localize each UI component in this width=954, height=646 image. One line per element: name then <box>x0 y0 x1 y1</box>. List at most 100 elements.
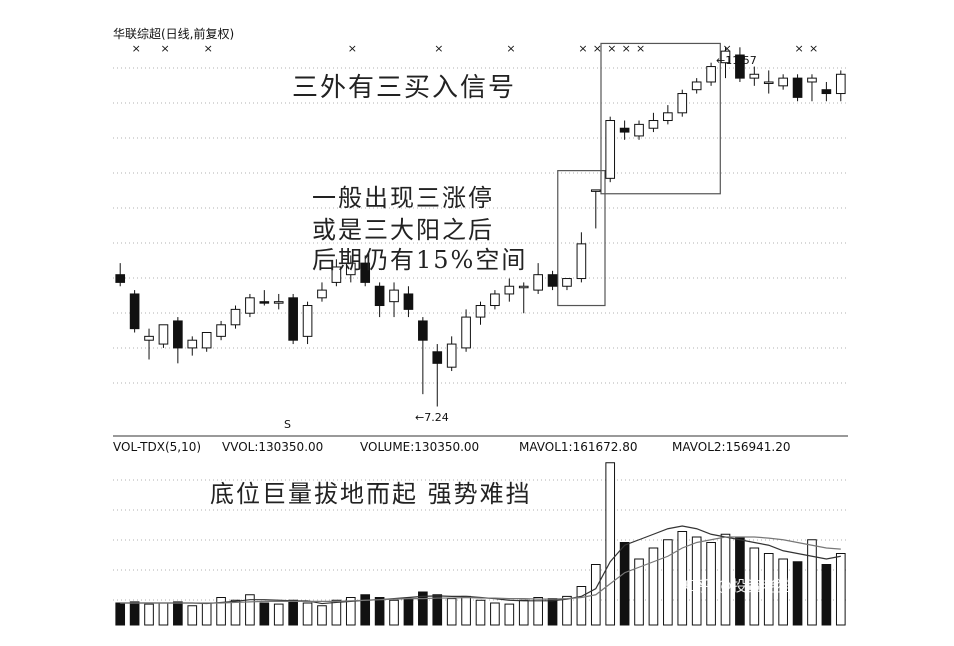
volume-bar <box>490 602 500 626</box>
volume-bar <box>259 602 270 626</box>
candle <box>302 301 313 345</box>
volume-bar <box>792 561 803 626</box>
candle <box>590 189 601 229</box>
volume-bar <box>475 599 486 626</box>
candle <box>216 320 226 341</box>
volume-bar <box>807 539 817 626</box>
candle <box>461 309 471 352</box>
candle <box>432 344 443 407</box>
volume-bar <box>504 603 515 626</box>
volume-bar <box>691 536 702 626</box>
candle-body <box>533 274 543 291</box>
volume-bar <box>187 605 198 626</box>
volume-bar <box>331 599 342 626</box>
volume-bar <box>821 564 832 626</box>
candle <box>345 255 356 283</box>
candle-body <box>317 289 327 299</box>
candle-body <box>619 127 630 133</box>
top-mark: × <box>578 42 587 55</box>
candle <box>605 116 616 183</box>
candle-body <box>792 77 803 98</box>
candle-body <box>115 274 126 283</box>
top-marks: × × × × × × × × × × × × × × <box>132 42 819 55</box>
candle <box>158 324 169 348</box>
candle <box>735 47 745 82</box>
candle-body <box>187 339 198 349</box>
candle-body <box>418 320 428 341</box>
candle <box>259 290 270 306</box>
top-mark: × <box>132 42 141 55</box>
candle <box>389 282 399 318</box>
candle <box>490 290 500 310</box>
candle <box>691 78 702 94</box>
candle-body <box>576 243 587 280</box>
candle <box>821 81 832 102</box>
candle-body <box>605 120 616 179</box>
volume-bar <box>432 594 443 626</box>
top-mark: × <box>160 42 169 55</box>
candle-body <box>374 285 385 307</box>
volume-bar <box>461 595 471 626</box>
candle-body <box>562 278 572 287</box>
top-mark: × <box>809 42 818 55</box>
volume-label: VOLUME:130350.00 <box>360 440 479 454</box>
volume-bar <box>288 599 298 626</box>
candle-body <box>403 293 414 310</box>
top-mark: × <box>795 42 804 55</box>
signal-box <box>557 170 606 307</box>
chart-title: 华联综超(日线,前复权) <box>113 26 234 41</box>
volume-bar <box>360 594 371 626</box>
candle <box>547 270 558 291</box>
candle-body <box>461 316 471 349</box>
top-mark: × <box>506 42 515 55</box>
candle <box>187 336 198 356</box>
volume-bar <box>677 531 688 626</box>
candle-body <box>475 305 486 318</box>
candle-body <box>129 293 140 330</box>
candle-body <box>490 293 500 307</box>
candle-body <box>173 320 183 349</box>
candle <box>648 112 659 133</box>
volume-bar <box>158 602 169 626</box>
candle-body <box>216 324 226 337</box>
candle-body <box>144 335 154 341</box>
candle-body <box>360 262 371 283</box>
candle-body <box>245 297 255 314</box>
candle-body <box>720 50 731 64</box>
candle <box>144 328 154 360</box>
candle-body <box>302 305 313 337</box>
candle <box>749 66 760 86</box>
candle-body <box>158 324 169 345</box>
candle <box>317 282 327 302</box>
high-price-label: ←11.57 <box>716 54 757 67</box>
candle <box>634 120 644 140</box>
volume-bar <box>720 533 731 626</box>
candle-body <box>663 112 673 122</box>
volume-bar <box>201 602 212 626</box>
candle <box>331 259 342 287</box>
candle <box>792 74 803 102</box>
volume-bar <box>576 586 587 626</box>
candle <box>677 89 688 117</box>
top-mark: × <box>607 42 616 55</box>
s-marker: S <box>284 418 291 431</box>
volume-bar <box>446 598 457 626</box>
candle <box>245 293 255 318</box>
candle-body <box>331 266 342 283</box>
candle-body <box>835 73 846 95</box>
candle <box>835 70 846 102</box>
annotation-boxes <box>557 42 721 307</box>
candle-body <box>201 332 212 349</box>
volume-bar <box>648 547 659 626</box>
volume-bar <box>389 599 399 626</box>
volume-bar <box>763 553 774 626</box>
candle-body <box>504 285 515 295</box>
volume-bar <box>778 558 788 626</box>
middle-note-line-3: 后期仍有15%空间 <box>312 246 527 274</box>
volume-bar <box>562 595 572 626</box>
volume-bar <box>605 462 616 626</box>
candle-body <box>691 81 702 91</box>
candle-body <box>807 77 817 83</box>
